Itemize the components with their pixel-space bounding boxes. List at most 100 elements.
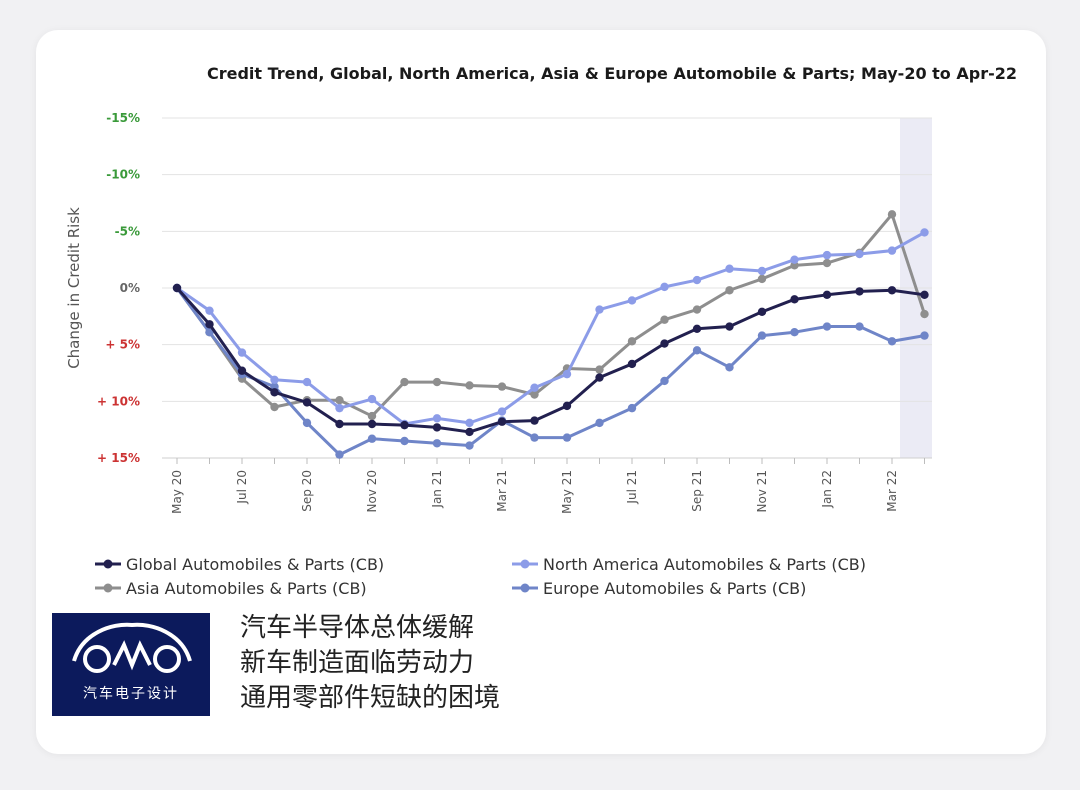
data-point (660, 339, 669, 348)
x-tick-label: Jul 20 (235, 470, 249, 505)
data-point (627, 403, 637, 413)
y-axis-ticks: -15% -10% -5% 0% + 5% + 10% + 15% (97, 111, 140, 465)
series-lines (172, 210, 929, 459)
data-point (465, 381, 474, 390)
data-point (822, 290, 832, 299)
y-axis-title: Change in Credit Risk (65, 207, 83, 369)
data-point (400, 436, 409, 446)
data-point (562, 433, 572, 442)
x-tick-label: May 20 (170, 470, 184, 514)
data-point (757, 266, 767, 276)
data-point (237, 366, 247, 375)
x-tick-label: Jan 21 (430, 470, 444, 509)
x-tick-label: Nov 20 (365, 470, 379, 513)
data-point (790, 255, 799, 264)
y-tick-label: -5% (115, 224, 140, 238)
data-point (400, 420, 409, 430)
data-point (660, 282, 669, 292)
data-point (725, 363, 734, 372)
y-tick-label: -15% (106, 111, 140, 125)
data-point (497, 417, 507, 426)
y-tick-label: + 15% (97, 451, 140, 465)
data-point (497, 382, 507, 391)
y-tick-label: -10% (106, 168, 140, 182)
data-point (660, 315, 669, 324)
chart-title: Credit Trend, Global, North America, Asi… (207, 64, 1017, 83)
legend-swatch-marker (520, 583, 530, 593)
series-line (175, 286, 925, 434)
data-point (595, 365, 604, 374)
data-point (920, 290, 929, 299)
caption-line-1: 汽车半导体总体缓解 (240, 613, 475, 643)
data-point (270, 388, 279, 397)
data-point (400, 377, 409, 387)
data-point (757, 274, 767, 284)
x-tick-label: Sep 21 (690, 470, 704, 512)
data-point (367, 434, 377, 443)
data-point (822, 258, 832, 268)
data-point (172, 283, 182, 293)
data-point (855, 249, 864, 259)
data-point (432, 414, 442, 423)
y-tick-label: + 10% (97, 394, 140, 408)
data-point (920, 331, 929, 340)
data-point (920, 309, 929, 319)
data-point (302, 377, 312, 387)
data-point (855, 287, 864, 296)
legend-label: Europe Automobiles & Parts (CB) (543, 579, 806, 598)
data-point (757, 307, 767, 316)
data-point (725, 322, 734, 331)
data-point (205, 320, 214, 329)
legend-label: North America Automobiles & Parts (CB) (543, 555, 866, 574)
data-point (335, 419, 344, 429)
legend-swatch-marker (103, 583, 113, 593)
data-point (692, 305, 702, 314)
brand-logo: 汽车电子设计 (52, 613, 210, 716)
data-point (627, 359, 637, 369)
x-axis-ticks: May 20 Jul 20 Sep 20 Nov 20 Jan 21 Mar 21 May … (170, 458, 925, 514)
legend-label: Global Automobiles & Parts (CB) (126, 555, 384, 574)
x-tick-label: Mar 22 (885, 470, 899, 512)
data-point (302, 398, 312, 407)
x-tick-label: Nov 21 (755, 470, 769, 513)
x-tick-label: Jul 21 (625, 470, 639, 505)
data-point (530, 416, 539, 425)
data-point (335, 450, 344, 459)
data-point (367, 411, 377, 421)
x-tick-label: May 21 (560, 470, 574, 514)
data-point (497, 407, 507, 416)
y-tick-label: 0% (120, 281, 140, 295)
data-point (790, 328, 799, 337)
data-point (887, 286, 897, 295)
data-point (725, 264, 734, 273)
data-point (790, 295, 799, 304)
caption-line-3: 通用零部件短缺的困境 (240, 683, 501, 713)
data-point (692, 346, 702, 355)
data-point (920, 228, 929, 237)
gridlines (162, 117, 932, 459)
data-point (335, 403, 344, 413)
data-point (692, 275, 702, 285)
legend-swatch-marker (103, 559, 113, 569)
caption: 汽车半导体总体缓解 新车制造面临劳动力 通用零部件短缺的困境 (240, 611, 940, 716)
data-point (627, 296, 637, 305)
data-point (855, 322, 864, 331)
data-point (465, 427, 474, 437)
series-line (175, 287, 925, 457)
data-point (432, 377, 442, 387)
data-point (270, 402, 279, 412)
data-point (465, 441, 474, 450)
data-point (887, 337, 897, 346)
car-logo-icon (72, 622, 192, 673)
data-point (237, 348, 247, 357)
data-point (595, 373, 604, 382)
data-point (432, 423, 442, 432)
series-line (176, 231, 926, 426)
data-point (530, 383, 539, 392)
data-point (660, 376, 669, 386)
data-point (887, 210, 897, 219)
data-point (627, 337, 637, 346)
data-point (530, 433, 539, 442)
data-point (270, 375, 279, 384)
